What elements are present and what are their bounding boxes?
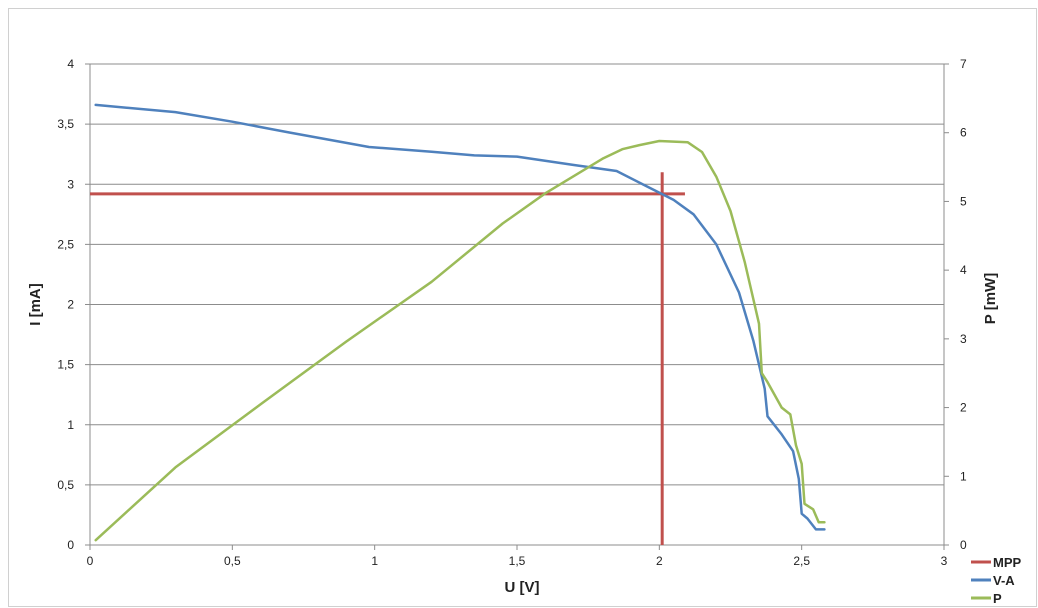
legend-item-mpp: MPP	[971, 555, 1022, 570]
y-left-tick-label: 0,5	[57, 478, 74, 492]
y-left-tick-label: 1	[67, 418, 74, 432]
x-axis-title: U [V]	[505, 579, 540, 596]
y-right-tick-label: 7	[960, 57, 967, 71]
chart-frame	[8, 8, 1037, 607]
series-p-line	[94, 139, 826, 542]
x-tick-label: 3	[941, 554, 948, 568]
legend-item-va: V-A	[971, 573, 1015, 588]
legend-item-p: P	[971, 591, 1002, 606]
y-left-axis-title: I [mA]	[27, 283, 44, 326]
legend-label-mpp: MPP	[993, 555, 1022, 570]
x-tick-label: 1,5	[509, 554, 526, 568]
legend-label-p: P	[993, 591, 1002, 606]
y-left-tick-label: 2	[67, 298, 74, 312]
y-right-tick-label: 1	[960, 469, 967, 483]
axes	[85, 63, 949, 550]
y-left-tick-label: 0	[67, 538, 74, 552]
legend-label-va: V-A	[993, 573, 1015, 588]
series-v-a-line	[94, 103, 826, 531]
y-right-tick-label: 6	[960, 126, 967, 140]
y-left-tick-label: 4	[67, 57, 74, 71]
y-left-tick-label: 2,5	[57, 237, 74, 251]
y-right-tick-label: 3	[960, 332, 967, 346]
y-right-tick-label: 5	[960, 194, 967, 208]
series	[90, 103, 826, 545]
y-right-tick-label: 4	[960, 263, 967, 277]
y-left-tick-label: 1,5	[57, 358, 74, 372]
legend: MPP V-A P	[971, 555, 1022, 606]
x-tick-label: 2	[656, 554, 663, 568]
x-tick-label: 1	[371, 554, 378, 568]
y-right-axis-title: P [mW]	[982, 273, 999, 324]
y-right-tick-label: 2	[960, 401, 967, 415]
x-tick-label: 0,5	[224, 554, 241, 568]
y-right-tick-label: 0	[960, 538, 967, 552]
y-left-tick-label: 3	[67, 177, 74, 191]
x-tick-label: 0	[87, 554, 94, 568]
x-tick-label: 2,5	[793, 554, 810, 568]
y-left-tick-label: 3,5	[57, 117, 74, 131]
